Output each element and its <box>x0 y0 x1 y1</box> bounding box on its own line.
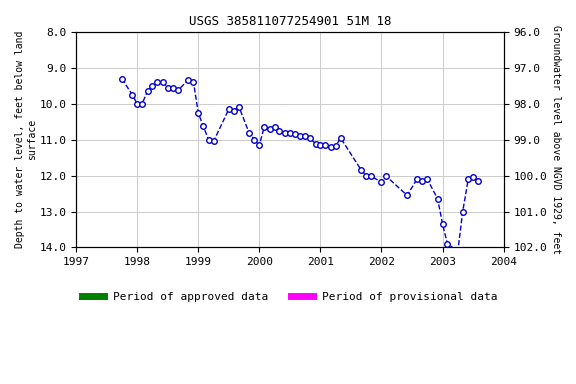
Bar <box>218 247 239 252</box>
Bar <box>239 247 275 252</box>
Legend: Period of approved data, Period of provisional data: Period of approved data, Period of provi… <box>78 288 502 306</box>
Y-axis label: Depth to water level, feet below land
surface: Depth to water level, feet below land su… <box>15 31 37 248</box>
Title: USGS 385811077254901 51M 18: USGS 385811077254901 51M 18 <box>188 15 391 28</box>
Bar <box>275 247 295 252</box>
Bar <box>295 247 473 252</box>
Bar <box>122 247 218 252</box>
Y-axis label: Groundwater level above NGVD 1929, feet: Groundwater level above NGVD 1929, feet <box>551 25 561 254</box>
